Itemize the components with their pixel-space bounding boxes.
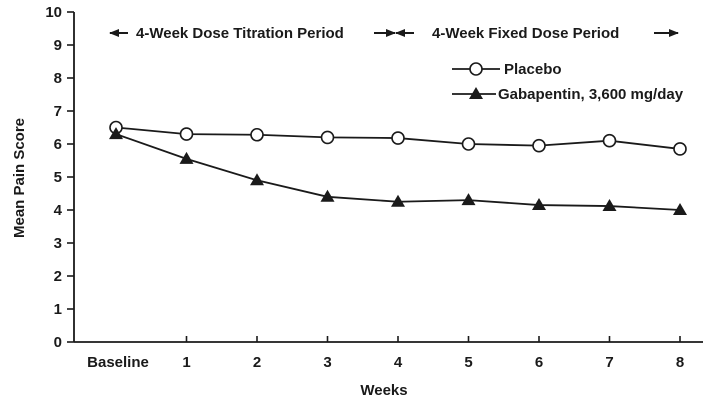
x-tick-label: 8 [676,354,684,371]
y-tick-label: 5 [54,169,62,186]
y-tick-label: 9 [54,37,62,54]
x-tick-label: 6 [535,354,543,371]
placebo-point [461,137,476,151]
legend-placebo-label: Placebo [504,61,562,78]
period-annotations: 4-Week Dose Titration Period 4-Week Fixe… [109,25,679,42]
gabapentin-point [250,173,264,186]
gabapentin-point [109,127,123,140]
gabapentin-point [391,194,405,207]
y-tick-label: 3 [54,235,62,252]
legend-gabapentin-label: Gabapentin, 3,600 mg/day [498,86,684,103]
placebo-point [673,142,687,156]
titration-period-label: 4-Week Dose Titration Period [136,25,344,42]
legend-placebo-marker [469,62,483,76]
placebo-point [602,133,617,148]
legend-item-gabapentin: Gabapentin, 3,600 mg/day [452,86,684,103]
y-tick-label: 1 [54,301,62,318]
x-tick-label: 5 [464,354,472,371]
gabapentin-point [532,198,546,211]
placebo-point [532,138,546,153]
x-tick-label: 4 [394,354,403,371]
legend: Placebo Gabapentin, 3,600 mg/day [452,61,684,103]
x-tick-label: Baseline [87,354,149,371]
legend-item-placebo: Placebo [452,61,562,78]
gabapentin-point [179,151,194,164]
gabapentin-point [673,203,687,215]
y-tick-label: 8 [54,70,62,87]
x-axis-title: Weeks [360,382,407,399]
y-tick-label: 0 [54,334,62,351]
y-tick-label: 10 [45,4,62,21]
x-tick-label: 7 [605,354,613,371]
x-tick-label: 3 [323,354,331,371]
y-axis-title: Mean Pain Score [11,118,28,238]
y-ticks: 0 1 2 3 4 5 6 7 8 9 10 [45,4,74,351]
placebo-point [320,130,335,145]
legend-gabapentin-marker [469,87,483,99]
gabapentin-point [602,199,617,212]
x-ticks: Baseline 1 2 3 4 5 6 7 8 [87,336,684,371]
x-tick-label: 1 [182,354,190,371]
gabapentin-point [461,193,476,206]
placebo-point [250,127,264,142]
placebo-point [391,131,405,145]
series-layer [109,120,687,215]
y-tick-label: 4 [54,202,63,219]
y-tick-label: 2 [54,268,62,285]
placebo-point [179,127,194,141]
x-tick-label: 2 [253,354,261,371]
y-tick-label: 6 [54,136,62,153]
axes [73,12,703,343]
fixed-period-label: 4-Week Fixed Dose Period [432,25,619,42]
y-tick-label: 7 [54,103,62,120]
gabapentin-point [320,189,335,202]
